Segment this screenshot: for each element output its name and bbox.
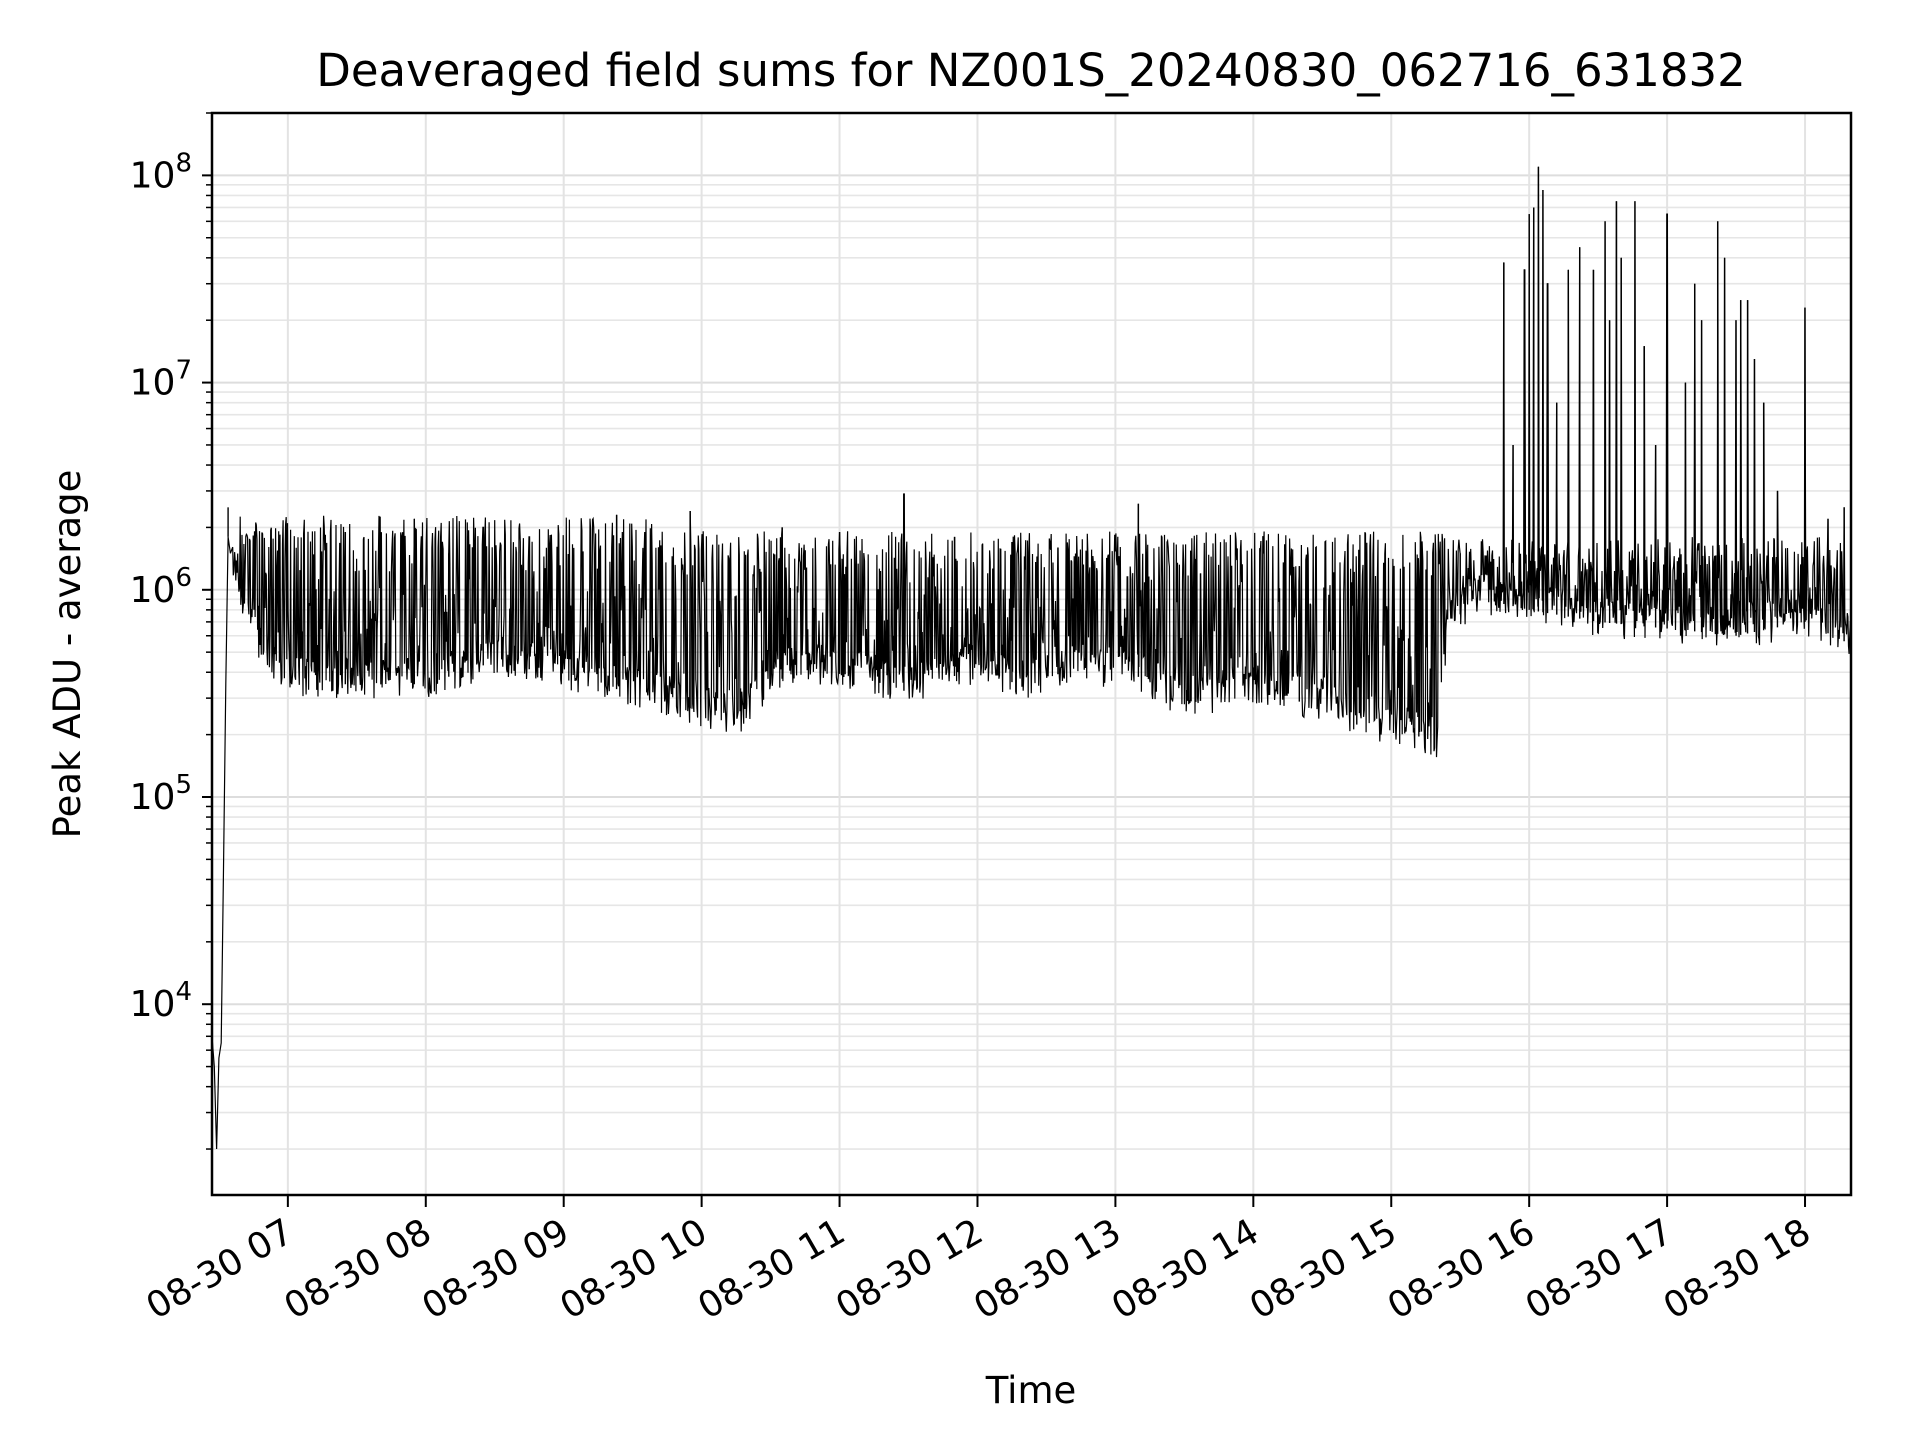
- y-tick-label-exponent: 6: [175, 563, 192, 593]
- y-tick-label: 105: [130, 770, 192, 818]
- y-tick-label-exponent: 7: [175, 356, 192, 386]
- grid-lines: [212, 112, 1851, 1195]
- y-tick-label-base: 10: [130, 570, 176, 611]
- y-tick-label-base: 10: [130, 777, 176, 818]
- plot-area: [212, 166, 1851, 1150]
- y-tick-label-base: 10: [130, 984, 176, 1025]
- y-tick-label-exponent: 8: [175, 148, 192, 178]
- y-tick-label-base: 10: [130, 155, 176, 196]
- y-tick-label: 107: [130, 356, 192, 404]
- y-tick-label-base: 10: [130, 363, 176, 404]
- x-axis-label: Time: [985, 1369, 1077, 1412]
- y-axis-label: Peak ADU - average: [46, 470, 89, 839]
- plot-frame: [210, 111, 1853, 1197]
- y-tick-label: 106: [130, 563, 192, 611]
- chart-title: Deaveraged field sums for NZ001S_2024083…: [316, 44, 1746, 97]
- y-tick-label-exponent: 5: [175, 770, 192, 800]
- y-tick-label-exponent: 4: [175, 977, 192, 1007]
- y-tick-label: 104: [130, 977, 192, 1025]
- y-tick-label: 108: [130, 148, 192, 196]
